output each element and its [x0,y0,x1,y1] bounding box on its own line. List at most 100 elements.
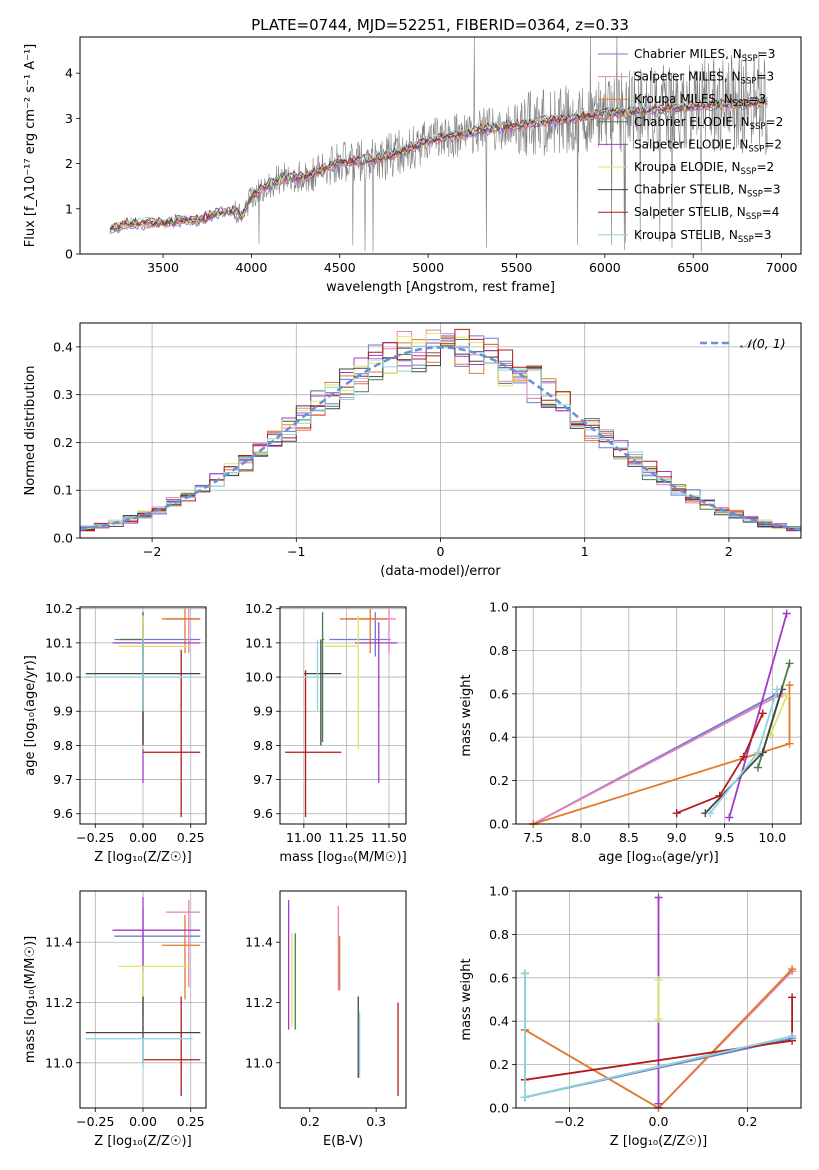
mass_vs_ebv-xlabel: E(B-V) [323,1134,363,1149]
residuals-xtick-label-2: 0 [437,544,445,559]
weight_vs_age-marker-salpeter-stelib-2 [739,752,748,761]
spectrum-legend-label-chabrier-elodie: Chabrier ELODIE, NSSP=2 [634,115,783,132]
spectrum-legend-label-kroupa-elodie: Kroupa ELODIE, NSSP=2 [634,160,774,177]
age_vs_z-frame [79,606,207,825]
weight_vs_age-line-salpeter-elodie [728,613,788,818]
weight_vs_z-ytick-label-4: 0.8 [489,927,509,942]
weight_vs_z-marker-kroupa-stelib-2 [788,1032,797,1041]
residuals-ytick-label-0: 0.0 [53,531,73,546]
weight_vs_age-xtick-label-0: 7.5 [523,830,543,845]
age_vs_z-xlabel: Z [log₁₀(Z/Z☉)] [94,850,191,865]
weight_vs_z-xlabel: Z [log₁₀(Z/Z☉)] [610,1134,707,1149]
spectrum-ytick-label-3: 3 [65,111,73,126]
age_vs_z-xtick-label-0: −0.25 [76,830,114,845]
residuals-frame [79,322,802,539]
age_vs_z-ytick-label-0: 9.6 [53,806,73,821]
age_vs_mass-xtick-label-2: 11.50 [371,830,407,845]
mass_vs_ebv-ytick-label-0: 11.0 [245,1055,273,1070]
age_vs_mass-ytick-label-2: 9.8 [253,738,273,753]
weight_vs_z-xtick-label-0: −0.2 [554,1114,584,1129]
age_vs_mass-axes: 11.00 11.25 11.50 9.6 9.7 9.8 9.9 10.0 10.1 10.2 m… [245,601,407,865]
weight_vs_age-ytick-label-1: 0.2 [489,773,509,788]
spectrum-legend-label-salpeter-stelib: Salpeter STELIB, NSSP=4 [634,205,779,222]
spectrum-xtick-label-7: 7000 [766,260,798,275]
weight_vs_age-ytick-label-0: 0.0 [489,817,509,832]
weight_vs_age-line-kroupa-elodie [769,695,788,736]
residuals-ylabel: Normed distribution [23,366,38,496]
age_vs_z-xtick-label-2: 0.25 [177,830,205,845]
weight_vs_age-marker-salpeter-stelib-1 [715,791,724,800]
weight_vs_age-axes: 7.5 8.0 8.5 9.0 9.5 10.0 0.0 0.2 0.4 0.6 0.8 1.0 age… [459,600,801,865]
mass_vs_z-ylabel: mass [log₁₀(M/M☉)] [23,936,38,1063]
age_vs_mass-ytick-label-4: 10.0 [245,670,273,685]
mass_vs_z-ytick-label-1: 11.2 [45,995,73,1010]
weight_vs_age-marker-salpeter-elodie-0 [725,813,734,822]
spectrum-model-line-kroupa-elodie [109,98,768,232]
plots-layer: 3500 4000 4500 5000 5500 6000 6500 7000 0 1 2 3 4 wav… [23,36,802,1149]
residuals-legend: 𝒩(0, 1) [700,336,786,351]
weight_vs_age-xlabel: age [log₁₀(age/yr)] [598,850,719,865]
weight_vs_z-xtick-label-2: 0.2 [738,1114,758,1129]
spectrum-legend-label-chabrier-miles: Chabrier MILES, NSSP=3 [634,47,775,64]
spectrum-legend-label-chabrier-stelib: Chabrier STELIB, NSSP=3 [634,183,781,200]
age_vs_z-ytick-label-1: 9.7 [53,772,73,787]
weight_vs_z-marker-kroupa-stelib-0 [520,969,529,978]
mass_vs_ebv-ytick-label-2: 11.4 [245,935,273,950]
age_vs_mass-ytick-label-3: 9.9 [253,704,273,719]
spectrum-legend-label-kroupa-stelib: Kroupa STELIB, NSSP=3 [634,228,772,245]
mass_vs_z-plot-area [85,897,201,1096]
spectrum-xtick-label-2: 4500 [324,260,356,275]
age_vs_mass-ytick-label-5: 10.1 [245,635,273,650]
weight_vs_z-ytick-label-2: 0.4 [489,1014,509,1029]
mass_vs_ebv-plot-area [287,900,399,1096]
weight_vs_age-plot-area [529,609,794,828]
weight_vs_age-marker-kroupa-stelib-0 [706,809,715,818]
figure-title: PLATE=0744, MJD=52251, FIBERID=0364, z=0… [251,16,629,34]
mass_vs_ebv-axes: 0.2 0.3 11.0 11.2 11.4 E(B-V) [245,935,386,1149]
residuals-ytick-label-3: 0.3 [53,387,73,402]
age_vs_z-ytick-label-4: 10.0 [45,670,73,685]
weight_vs_z-marker-kroupa-miles-2 [788,965,797,974]
weight_vs_age-ytick-label-2: 0.4 [489,730,509,745]
spectrum-xlabel: wavelength [Angstrom, rest frame] [326,280,555,295]
mass_vs_z-frame [79,890,207,1109]
mass_vs_z-xtick-label-0: −0.25 [76,1114,114,1129]
weight_vs_age-marker-kroupa-miles-2 [785,681,794,690]
spectrum-ytick-label-1: 1 [65,201,73,216]
spectrum-legend-label-kroupa-miles: Kroupa MILES, NSSP=3 [634,92,766,109]
spectrum-ytick-label-2: 2 [65,156,73,171]
spectrum-xtick-label-5: 6000 [589,260,621,275]
spectrum-xtick-label-3: 5000 [412,260,444,275]
weight_vs_age-line-salpeter-stelib [676,712,764,814]
spectrum-xtick-label-6: 6500 [677,260,709,275]
spectrum-model-line-kroupa-stelib [109,95,768,229]
age_vs_mass-plot-area [285,608,398,818]
weight_vs_z-frame [515,890,802,1109]
weight_vs_age-xtick-label-5: 10.0 [758,830,786,845]
residuals-xtick-label-0: −2 [143,544,161,559]
weight_vs_age-marker-chabrier-elodie-1 [785,659,794,668]
weight_vs_age-marker-salpeter-elodie-1 [782,609,791,618]
weight_vs_age-xtick-label-3: 9.0 [667,830,687,845]
weight_vs_z-xtick-label-1: 0.0 [649,1114,669,1129]
residuals-plot-area [80,328,801,532]
residuals-ytick-label-4: 0.4 [53,339,73,354]
spectrum-ytick-label-4: 4 [65,66,73,81]
spectrum-legend: Chabrier MILES, NSSP=3 Salpeter MILES, NS… [598,47,783,245]
weight_vs_age-xtick-label-2: 8.5 [619,830,639,845]
age_vs_mass-ytick-label-6: 10.2 [245,601,273,616]
mass_vs_z-ytick-label-2: 11.4 [45,935,73,950]
residuals-ytick-label-1: 0.1 [53,483,73,498]
age_vs_mass-frame [279,606,407,825]
weight_vs_age-ytick-label-3: 0.6 [489,686,509,701]
weight_vs_z-marker-kroupa-elodie-1 [654,975,663,984]
weight_vs_age-marker-salpeter-stelib-3 [758,709,767,718]
age_vs_z-ytick-label-3: 9.9 [53,704,73,719]
weight_vs_age-frame [515,606,802,825]
weight_vs_z-marker-salpeter-stelib-2 [788,993,797,1002]
residuals-gaussian-line [80,346,801,531]
weight_vs_age-ylabel: mass weight [459,674,474,756]
weight_vs_z-ytick-label-3: 0.6 [489,970,509,985]
residuals-axes: −2 −1 0 1 2 0.0 0.1 0.2 0.3 0.4 (data-model)/error… [23,323,801,579]
